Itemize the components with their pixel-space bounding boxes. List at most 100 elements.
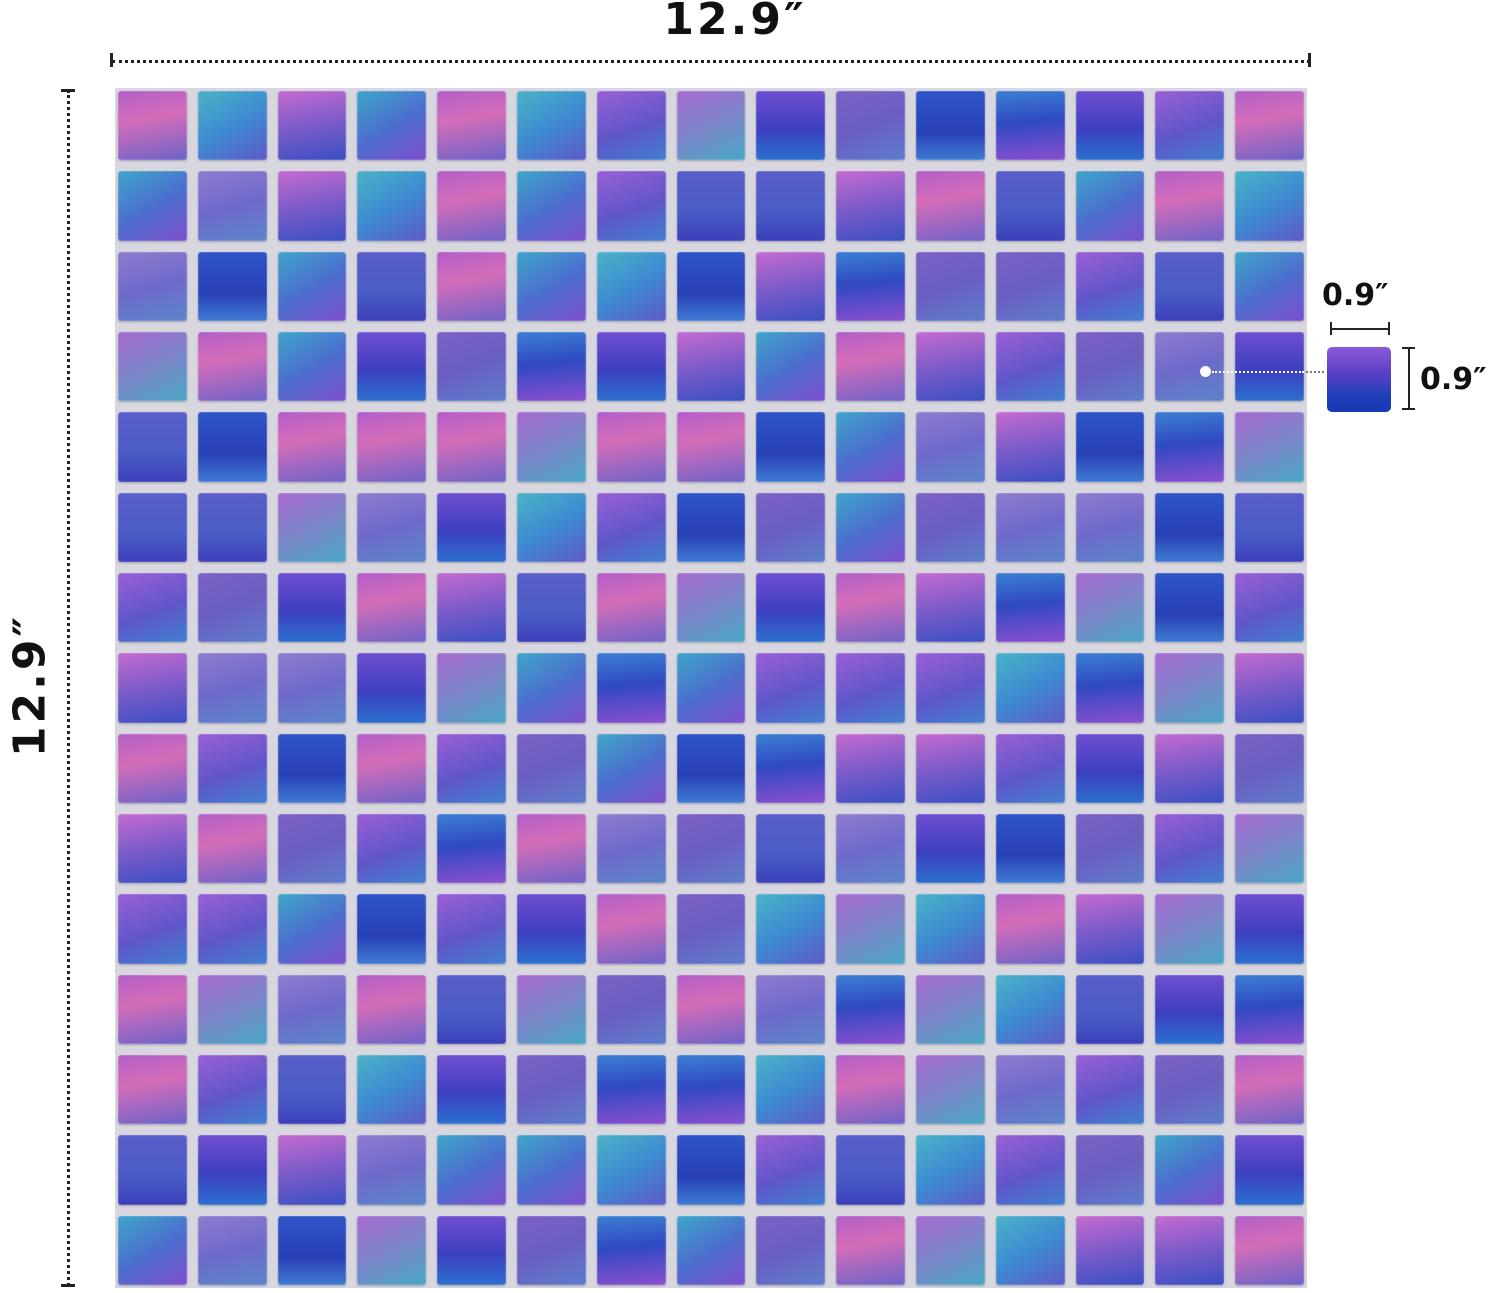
mosaic-tile <box>517 733 586 803</box>
mosaic-tile <box>596 1135 666 1205</box>
mosaic-tile <box>1235 1215 1304 1285</box>
mosaic-tile <box>756 974 826 1044</box>
mosaic-tile <box>836 332 905 402</box>
mosaic-tile <box>437 171 506 241</box>
mosaic-tile <box>277 171 347 241</box>
mosaic-tile <box>995 171 1065 241</box>
mosaic-tile <box>197 251 267 321</box>
mosaic-tile <box>995 814 1065 884</box>
mosaic-tile <box>437 1135 506 1205</box>
mosaic-tile <box>357 653 427 723</box>
mosaic-tile <box>916 412 985 482</box>
tile-width-cap-right <box>1388 322 1390 335</box>
mosaic-tile <box>357 171 427 241</box>
mosaic-tile <box>197 1215 267 1285</box>
mosaic-tile <box>277 332 347 402</box>
mosaic-tile <box>1155 1215 1225 1285</box>
sample-tile <box>1327 347 1391 412</box>
mosaic-tile <box>517 1055 586 1125</box>
mosaic-tile <box>836 1055 905 1125</box>
mosaic-tile <box>277 733 347 803</box>
mosaic-tile <box>995 894 1065 964</box>
mosaic-tile <box>916 1135 985 1205</box>
mosaic-tile <box>1155 974 1225 1044</box>
mosaic-tile <box>437 733 506 803</box>
mosaic-tile <box>1075 573 1145 643</box>
mosaic-tile <box>756 412 826 482</box>
mosaic-tile <box>995 412 1065 482</box>
mosaic-tile <box>756 492 826 562</box>
mosaic-tile <box>277 1135 347 1205</box>
mosaic-tile <box>1075 894 1145 964</box>
mosaic-tile <box>1075 1135 1145 1205</box>
mosaic-tile <box>1075 171 1145 241</box>
mosaic-tile <box>995 492 1065 562</box>
mosaic-tile <box>836 974 905 1044</box>
tile-width-cap-left <box>1330 322 1332 335</box>
mosaic-tile <box>118 91 187 161</box>
mosaic-tile <box>916 1215 985 1285</box>
mosaic-tile <box>517 251 586 321</box>
mosaic-tile <box>517 412 586 482</box>
mosaic-tile <box>756 814 826 884</box>
mosaic-tile <box>756 91 826 161</box>
mosaic-tile <box>197 492 267 562</box>
mosaic-tile <box>437 412 506 482</box>
mosaic-tile <box>836 653 905 723</box>
mosaic-tile <box>756 1055 826 1125</box>
mosaic-tile <box>836 573 905 643</box>
mosaic-tile <box>437 653 506 723</box>
mosaic-tile <box>916 332 985 402</box>
mosaic-tile <box>1235 171 1304 241</box>
mosaic-tile <box>756 171 826 241</box>
sample-pointer-line-outside <box>1306 371 1324 373</box>
mosaic-tile <box>118 412 187 482</box>
sheet-width-label: 12.9″ <box>663 0 807 45</box>
mosaic-tile <box>756 653 826 723</box>
mosaic-tile <box>676 1215 746 1285</box>
mosaic-tile <box>357 814 427 884</box>
mosaic-tile <box>118 1215 187 1285</box>
mosaic-tile <box>916 492 985 562</box>
mosaic-tile <box>596 251 666 321</box>
mosaic-tile <box>676 733 746 803</box>
mosaic-tile <box>596 1215 666 1285</box>
mosaic-tile <box>197 91 267 161</box>
mosaic-tile <box>1235 91 1304 161</box>
mosaic-tile-sheet <box>115 88 1307 1288</box>
mosaic-tile <box>836 91 905 161</box>
mosaic-tile <box>596 974 666 1044</box>
mosaic-tile <box>1075 1215 1145 1285</box>
mosaic-tile <box>1235 974 1304 1044</box>
mosaic-tile <box>197 171 267 241</box>
mosaic-tile <box>916 1055 985 1125</box>
mosaic-tile <box>916 171 985 241</box>
mosaic-tile <box>1155 492 1225 562</box>
mosaic-tile <box>517 894 586 964</box>
mosaic-tile <box>756 1135 826 1205</box>
mosaic-tile <box>118 171 187 241</box>
mosaic-tile <box>995 573 1065 643</box>
mosaic-tile <box>277 974 347 1044</box>
mosaic-tile <box>1235 251 1304 321</box>
mosaic-tile <box>1235 492 1304 562</box>
mosaic-tile <box>357 1215 427 1285</box>
mosaic-tile <box>995 653 1065 723</box>
mosaic-tile <box>995 1215 1065 1285</box>
mosaic-tile <box>676 332 746 402</box>
mosaic-tile <box>517 573 586 643</box>
mosaic-tile <box>118 492 187 562</box>
mosaic-tile <box>437 814 506 884</box>
mosaic-tile <box>277 814 347 884</box>
mosaic-tile <box>676 573 746 643</box>
mosaic-tile <box>517 492 586 562</box>
mosaic-tile <box>1155 91 1225 161</box>
mosaic-tile <box>596 814 666 884</box>
mosaic-tile <box>916 894 985 964</box>
mosaic-tile <box>517 171 586 241</box>
mosaic-tile <box>756 894 826 964</box>
mosaic-tile <box>995 974 1065 1044</box>
mosaic-tile <box>995 91 1065 161</box>
mosaic-tile <box>596 412 666 482</box>
mosaic-tile <box>357 1055 427 1125</box>
